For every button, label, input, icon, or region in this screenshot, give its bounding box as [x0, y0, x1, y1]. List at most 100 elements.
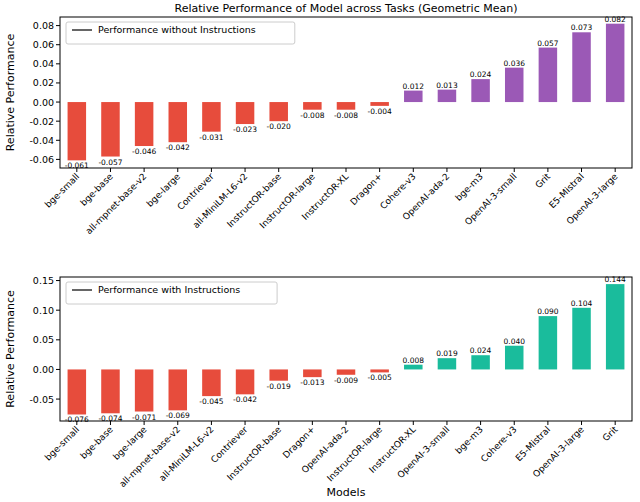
x-tick [110, 168, 111, 172]
bar [135, 369, 154, 411]
x-tick [177, 421, 178, 425]
bar [101, 369, 120, 413]
x-tick-label: bge-m3 [453, 424, 485, 456]
bar [438, 90, 457, 102]
data-label: 0.008 [403, 356, 425, 365]
x-tick-label: all-mpnet-base-v2 [117, 424, 182, 489]
bar [169, 102, 188, 142]
y-tick-label: -0.06 [29, 154, 54, 165]
data-label: -0.008 [300, 111, 324, 120]
data-label: -0.069 [166, 411, 190, 420]
bar [269, 369, 288, 380]
x-tick [312, 421, 313, 425]
x-tick-label: OpenAI-3-small [395, 424, 451, 480]
data-label: 0.104 [571, 299, 593, 308]
data-label: 0.024 [470, 70, 492, 79]
bar [337, 102, 356, 110]
x-tick-label: OpenAI-3-small [463, 171, 519, 227]
x-tick [480, 168, 481, 172]
bar [370, 102, 389, 106]
x-tick [76, 168, 77, 172]
data-labels: -0.061-0.057-0.046-0.042-0.031-0.023-0.0… [65, 15, 626, 171]
x-tick-label: Dragon+ [281, 424, 317, 460]
x-tick-label: InstructOR-large [325, 424, 384, 483]
bar [606, 24, 625, 102]
bar [471, 79, 490, 102]
x-tick-label: Grit [533, 171, 552, 190]
x-tick [177, 168, 178, 172]
y-tick [56, 159, 60, 160]
bar [606, 284, 625, 369]
x-tick-label: OpenAI-ada-2 [401, 171, 452, 222]
x-tick-label: Cohere-v3 [479, 424, 519, 464]
x-tick [110, 421, 111, 425]
x-tick-label: OpenAI-3-large [565, 171, 620, 226]
bar [572, 32, 591, 102]
x-tick [446, 421, 447, 425]
bar [236, 369, 255, 394]
data-label: 0.012 [403, 82, 425, 91]
x-tick [547, 168, 548, 172]
y-tick-label: -0.02 [29, 116, 54, 127]
x-tick-label: InstructOR-XL [300, 171, 351, 222]
data-label: 0.057 [537, 39, 559, 48]
data-label: 0.144 [604, 275, 626, 284]
data-label: 0.073 [571, 23, 593, 32]
y-axis-label: Relative Performance [4, 290, 17, 408]
x-tick-label: bge-small [43, 171, 81, 209]
y-tick [56, 399, 60, 400]
y-tick-label: 0.06 [33, 39, 54, 50]
y-tick [56, 339, 60, 340]
data-label: 0.040 [503, 337, 525, 346]
plot-frame [60, 277, 632, 421]
x-tick [379, 168, 380, 172]
x-tick-label: Dragon+ [348, 171, 384, 207]
x-tick-label: InstructOR-base [225, 424, 283, 482]
bar [539, 316, 558, 369]
plot-frame [60, 17, 632, 168]
y-tick-label: -0.05 [29, 394, 54, 405]
y-tick [56, 121, 60, 122]
x-tick [514, 421, 515, 425]
bar [101, 102, 120, 156]
data-label: -0.042 [233, 395, 257, 404]
x-tick-label: all-MiniLM-L6-v2 [157, 424, 216, 483]
bar [337, 369, 356, 374]
x-tick [312, 168, 313, 172]
x-tick [211, 421, 212, 425]
data-label: -0.009 [334, 376, 358, 385]
data-label: -0.071 [132, 413, 156, 422]
bar [471, 355, 490, 369]
x-tick [547, 421, 548, 425]
bar [68, 369, 87, 414]
x-tick-label: Grit [601, 424, 620, 443]
legend-box [66, 282, 277, 304]
data-label: 0.019 [436, 349, 458, 358]
y-tick [56, 44, 60, 45]
bar [269, 102, 288, 121]
y-tick-label: 0.04 [33, 58, 54, 69]
x-tick-label: OpenAI-3-large [531, 424, 586, 479]
x-tick [346, 421, 347, 425]
y-tick-label: 0.02 [33, 77, 54, 88]
x-tick-label: InstructOR-base [225, 171, 283, 229]
bar [135, 102, 154, 146]
x-tick [278, 421, 279, 425]
chart-panel: Relative Performance of Model across Tas… [4, 2, 632, 236]
data-label: 0.036 [503, 59, 525, 68]
figure: Relative Performance of Model across Tas… [0, 0, 640, 502]
legend-label: Performance with Instructions [98, 284, 240, 295]
x-tick-label: bge-m3 [453, 171, 485, 203]
x-tick [413, 421, 414, 425]
y-tick-label: 0.05 [33, 334, 54, 345]
bar [404, 91, 423, 102]
data-label: -0.013 [300, 378, 324, 387]
x-tick [144, 421, 145, 425]
data-label: -0.008 [334, 111, 358, 120]
data-label: -0.004 [368, 107, 392, 116]
data-label: -0.031 [199, 133, 223, 142]
legend-box [66, 22, 295, 44]
y-tick [56, 140, 60, 141]
y-tick-label: -0.04 [29, 135, 54, 146]
x-tick [379, 421, 380, 425]
